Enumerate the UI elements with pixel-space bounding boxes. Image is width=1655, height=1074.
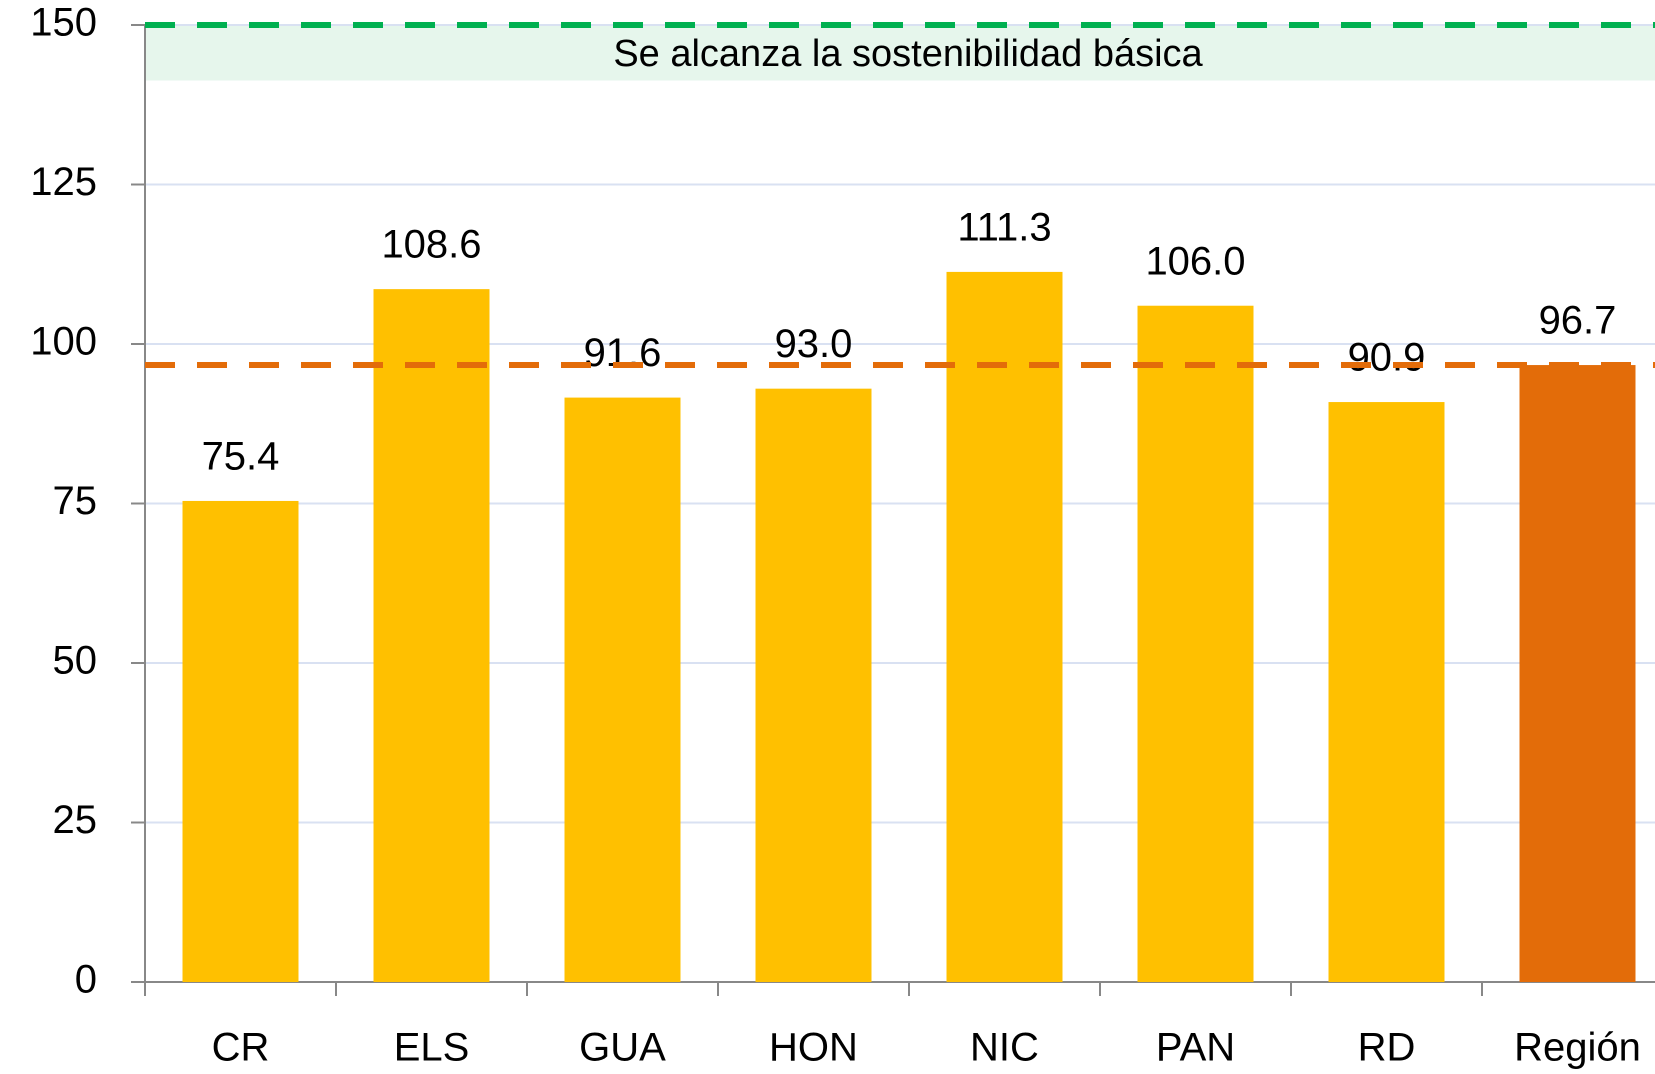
x-tick-label: ELS bbox=[394, 1026, 470, 1070]
y-tick-label: 25 bbox=[53, 798, 98, 842]
x-tick-label: GUA bbox=[579, 1026, 666, 1070]
y-tick-label: 125 bbox=[30, 160, 97, 204]
value-label: 90.9 bbox=[1348, 336, 1426, 380]
x-tick-label: Región bbox=[1514, 1026, 1641, 1070]
bar bbox=[755, 388, 872, 982]
bar bbox=[564, 397, 681, 982]
value-label: 93.0 bbox=[775, 322, 853, 366]
x-tick-label: RD bbox=[1358, 1026, 1416, 1070]
target-band bbox=[145, 25, 1655, 81]
x-tick-label: NIC bbox=[970, 1026, 1039, 1070]
x-tick-label: PAN bbox=[1156, 1026, 1235, 1070]
y-tick-label: 150 bbox=[30, 1, 97, 45]
bar bbox=[1328, 402, 1445, 983]
x-tick-label: CR bbox=[212, 1026, 270, 1070]
value-label: 91.6 bbox=[584, 331, 662, 375]
y-tick-label: 75 bbox=[53, 479, 98, 523]
x-tick-label: HON bbox=[769, 1026, 858, 1070]
value-label: 75.4 bbox=[202, 435, 280, 479]
bar bbox=[373, 289, 490, 983]
bar bbox=[1519, 365, 1636, 983]
value-label: 106.0 bbox=[1145, 239, 1245, 283]
value-label: 111.3 bbox=[957, 205, 1051, 249]
bar bbox=[182, 500, 299, 982]
value-label: 108.6 bbox=[381, 223, 481, 267]
y-tick-label: 50 bbox=[53, 639, 98, 683]
annotation: Se alcanza la sostenibilidad básica bbox=[613, 33, 1203, 75]
bar bbox=[946, 271, 1063, 982]
y-tick-label: 0 bbox=[75, 958, 97, 1002]
y-tick-label: 100 bbox=[30, 320, 97, 364]
bar bbox=[1137, 305, 1254, 983]
value-label: 96.7 bbox=[1539, 299, 1617, 343]
